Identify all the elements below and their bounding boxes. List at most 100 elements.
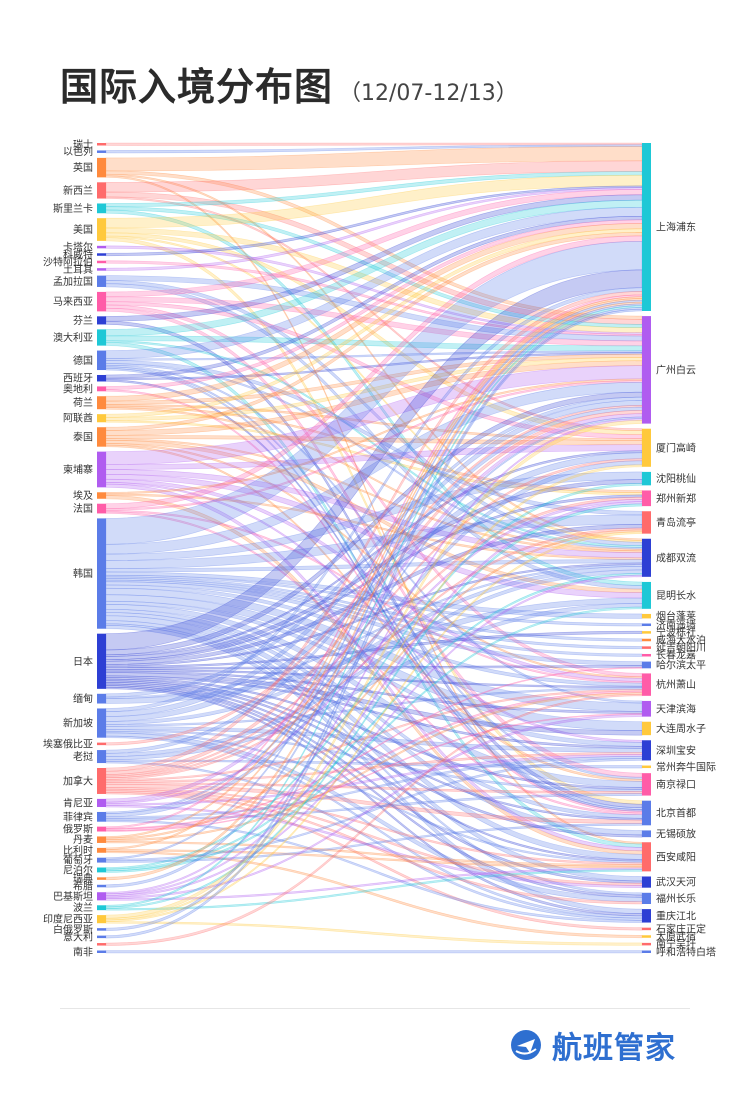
origin-country-label: 以色列 xyxy=(63,145,93,158)
destination-airport-node xyxy=(642,673,651,696)
origin-country-label: 澳大利亚 xyxy=(53,331,93,344)
origin-country-node xyxy=(97,915,106,924)
origin-country-node xyxy=(97,275,106,287)
footer-divider xyxy=(60,1008,690,1009)
origin-country-label: 德国 xyxy=(73,354,93,367)
destination-airport-label: 呼和浩特白塔 xyxy=(656,945,716,958)
destination-airport-label: 大连周水子 xyxy=(656,722,706,735)
origin-country-label: 南非 xyxy=(73,945,93,958)
origin-country-node xyxy=(97,867,106,873)
origin-country-node xyxy=(97,218,106,241)
date-range: （12/07-12/13） xyxy=(339,81,518,106)
destination-airport-label: 福州长乐 xyxy=(656,892,696,905)
destination-airport-label: 厦门高崎 xyxy=(656,441,696,454)
destination-airport-node xyxy=(642,740,651,761)
origin-country-label: 韩国 xyxy=(73,567,93,580)
destination-airport-label: 武汉天河 xyxy=(656,876,696,889)
destination-airport-label: 济南遥墙 xyxy=(656,618,696,631)
origin-country-label: 沙特阿拉伯 xyxy=(43,255,93,268)
destination-airport-node xyxy=(642,613,651,619)
origin-country-node xyxy=(97,329,106,346)
destination-airport-node xyxy=(642,773,651,796)
sankey-diagram: 瑞士以色列英国新西兰斯里兰卡美国卡塔尔科威特沙特阿拉伯土耳其孟加拉国马来西亚芬兰… xyxy=(43,138,716,959)
origin-country-node xyxy=(97,826,106,832)
origin-country-node xyxy=(97,892,106,901)
origin-country-node xyxy=(97,836,106,843)
origin-country-node xyxy=(97,928,106,931)
origin-country-label: 法国 xyxy=(73,502,93,515)
destination-airport-label: 威海大水泊 xyxy=(656,634,706,647)
origin-country-label: 英国 xyxy=(73,161,93,174)
origin-country-label: 马来西亚 xyxy=(53,296,93,308)
destination-airport-node xyxy=(642,471,651,486)
destination-airport-label: 南京禄口 xyxy=(656,778,696,791)
destination-airport-node xyxy=(642,935,651,938)
flow-link xyxy=(105,950,643,954)
airport-nodes xyxy=(97,143,651,953)
destination-airport-label: 杭州萧山 xyxy=(656,678,696,691)
destination-airport-node xyxy=(642,661,651,669)
destination-airport-label: 青岛流亭 xyxy=(656,516,696,529)
destination-airport-node xyxy=(642,700,651,717)
origin-country-node xyxy=(97,935,106,939)
origin-country-node xyxy=(97,905,106,911)
origin-country-node xyxy=(97,798,106,808)
flow-link xyxy=(105,419,643,919)
brand-name: 航班管家 xyxy=(552,1031,676,1066)
origin-country-node xyxy=(97,633,106,689)
destination-airport-node xyxy=(642,538,651,577)
origin-country-label: 阿联酋 xyxy=(63,412,93,425)
origin-country-label: 巴基斯坦 xyxy=(53,890,93,903)
destination-airport-node xyxy=(642,800,651,826)
brand-logo: 航班管家 xyxy=(508,1022,676,1068)
origin-country-label: 埃塞俄比亚 xyxy=(43,737,93,750)
flow-link xyxy=(105,693,643,946)
flow-links xyxy=(105,142,643,954)
destination-airport-node xyxy=(642,638,651,642)
origin-country-node xyxy=(97,182,106,199)
origin-country-label: 尼泊尔 xyxy=(63,863,93,876)
origin-country-label: 希腊 xyxy=(73,880,93,893)
flow-link xyxy=(105,571,643,619)
origin-country-node xyxy=(97,245,106,249)
origin-country-label: 肯尼亚 xyxy=(63,796,93,809)
origin-country-label: 印度尼西亚 xyxy=(43,913,93,926)
destination-airport-node xyxy=(642,653,651,657)
destination-airport-label: 常州奔牛国际 xyxy=(656,760,716,773)
origin-country-label: 菲律宾 xyxy=(63,810,93,823)
origin-country-node xyxy=(97,427,106,447)
destination-airport-node xyxy=(642,927,651,931)
flow-link xyxy=(105,578,643,650)
origin-country-label: 葡萄牙 xyxy=(63,854,93,867)
origin-country-label: 埃及 xyxy=(73,489,93,502)
destination-airport-label: 成都双流 xyxy=(656,551,696,564)
origin-country-node xyxy=(97,877,106,880)
origin-country-node xyxy=(97,503,106,514)
flow-link xyxy=(105,758,643,862)
origin-country-label: 加拿大 xyxy=(63,774,93,787)
origin-country-label: 意大利 xyxy=(63,930,93,943)
origin-country-label: 丹麦 xyxy=(73,834,93,846)
page-title: 国际入境分布图 （12/07-12/13） xyxy=(60,56,518,116)
destination-airport-label: 广州白云 xyxy=(656,363,696,376)
origin-country-label: 白俄罗斯 xyxy=(53,923,93,936)
destination-airport-node xyxy=(642,830,651,838)
chart-title: 国际入境分布图 xyxy=(60,65,334,109)
origin-country-label: 土耳其 xyxy=(63,263,93,276)
origin-country-label: 西班牙 xyxy=(63,373,93,385)
plane-globe-icon xyxy=(511,1030,541,1060)
destination-airport-label: 北京首都 xyxy=(656,806,696,819)
origin-country-label: 奥地利 xyxy=(63,382,93,395)
destination-airport-label: 延吉朝阳川 xyxy=(656,642,706,654)
origin-country-node xyxy=(97,157,106,178)
origin-country-label: 柬埔寨 xyxy=(63,463,93,476)
destination-airport-label: 长春龙嘉 xyxy=(656,649,696,662)
origin-country-label: 芬兰 xyxy=(73,314,93,327)
node-labels: 瑞士以色列英国新西兰斯里兰卡美国卡塔尔科威特沙特阿拉伯土耳其孟加拉国马来西亚芬兰… xyxy=(43,138,716,959)
origin-country-label: 荷兰 xyxy=(73,396,93,409)
destination-airport-label: 重庆江北 xyxy=(656,909,696,922)
origin-country-label: 瑞典 xyxy=(73,872,93,885)
origin-country-label: 日本 xyxy=(73,655,93,668)
origin-country-node xyxy=(97,203,106,214)
destination-airport-node xyxy=(642,511,651,534)
